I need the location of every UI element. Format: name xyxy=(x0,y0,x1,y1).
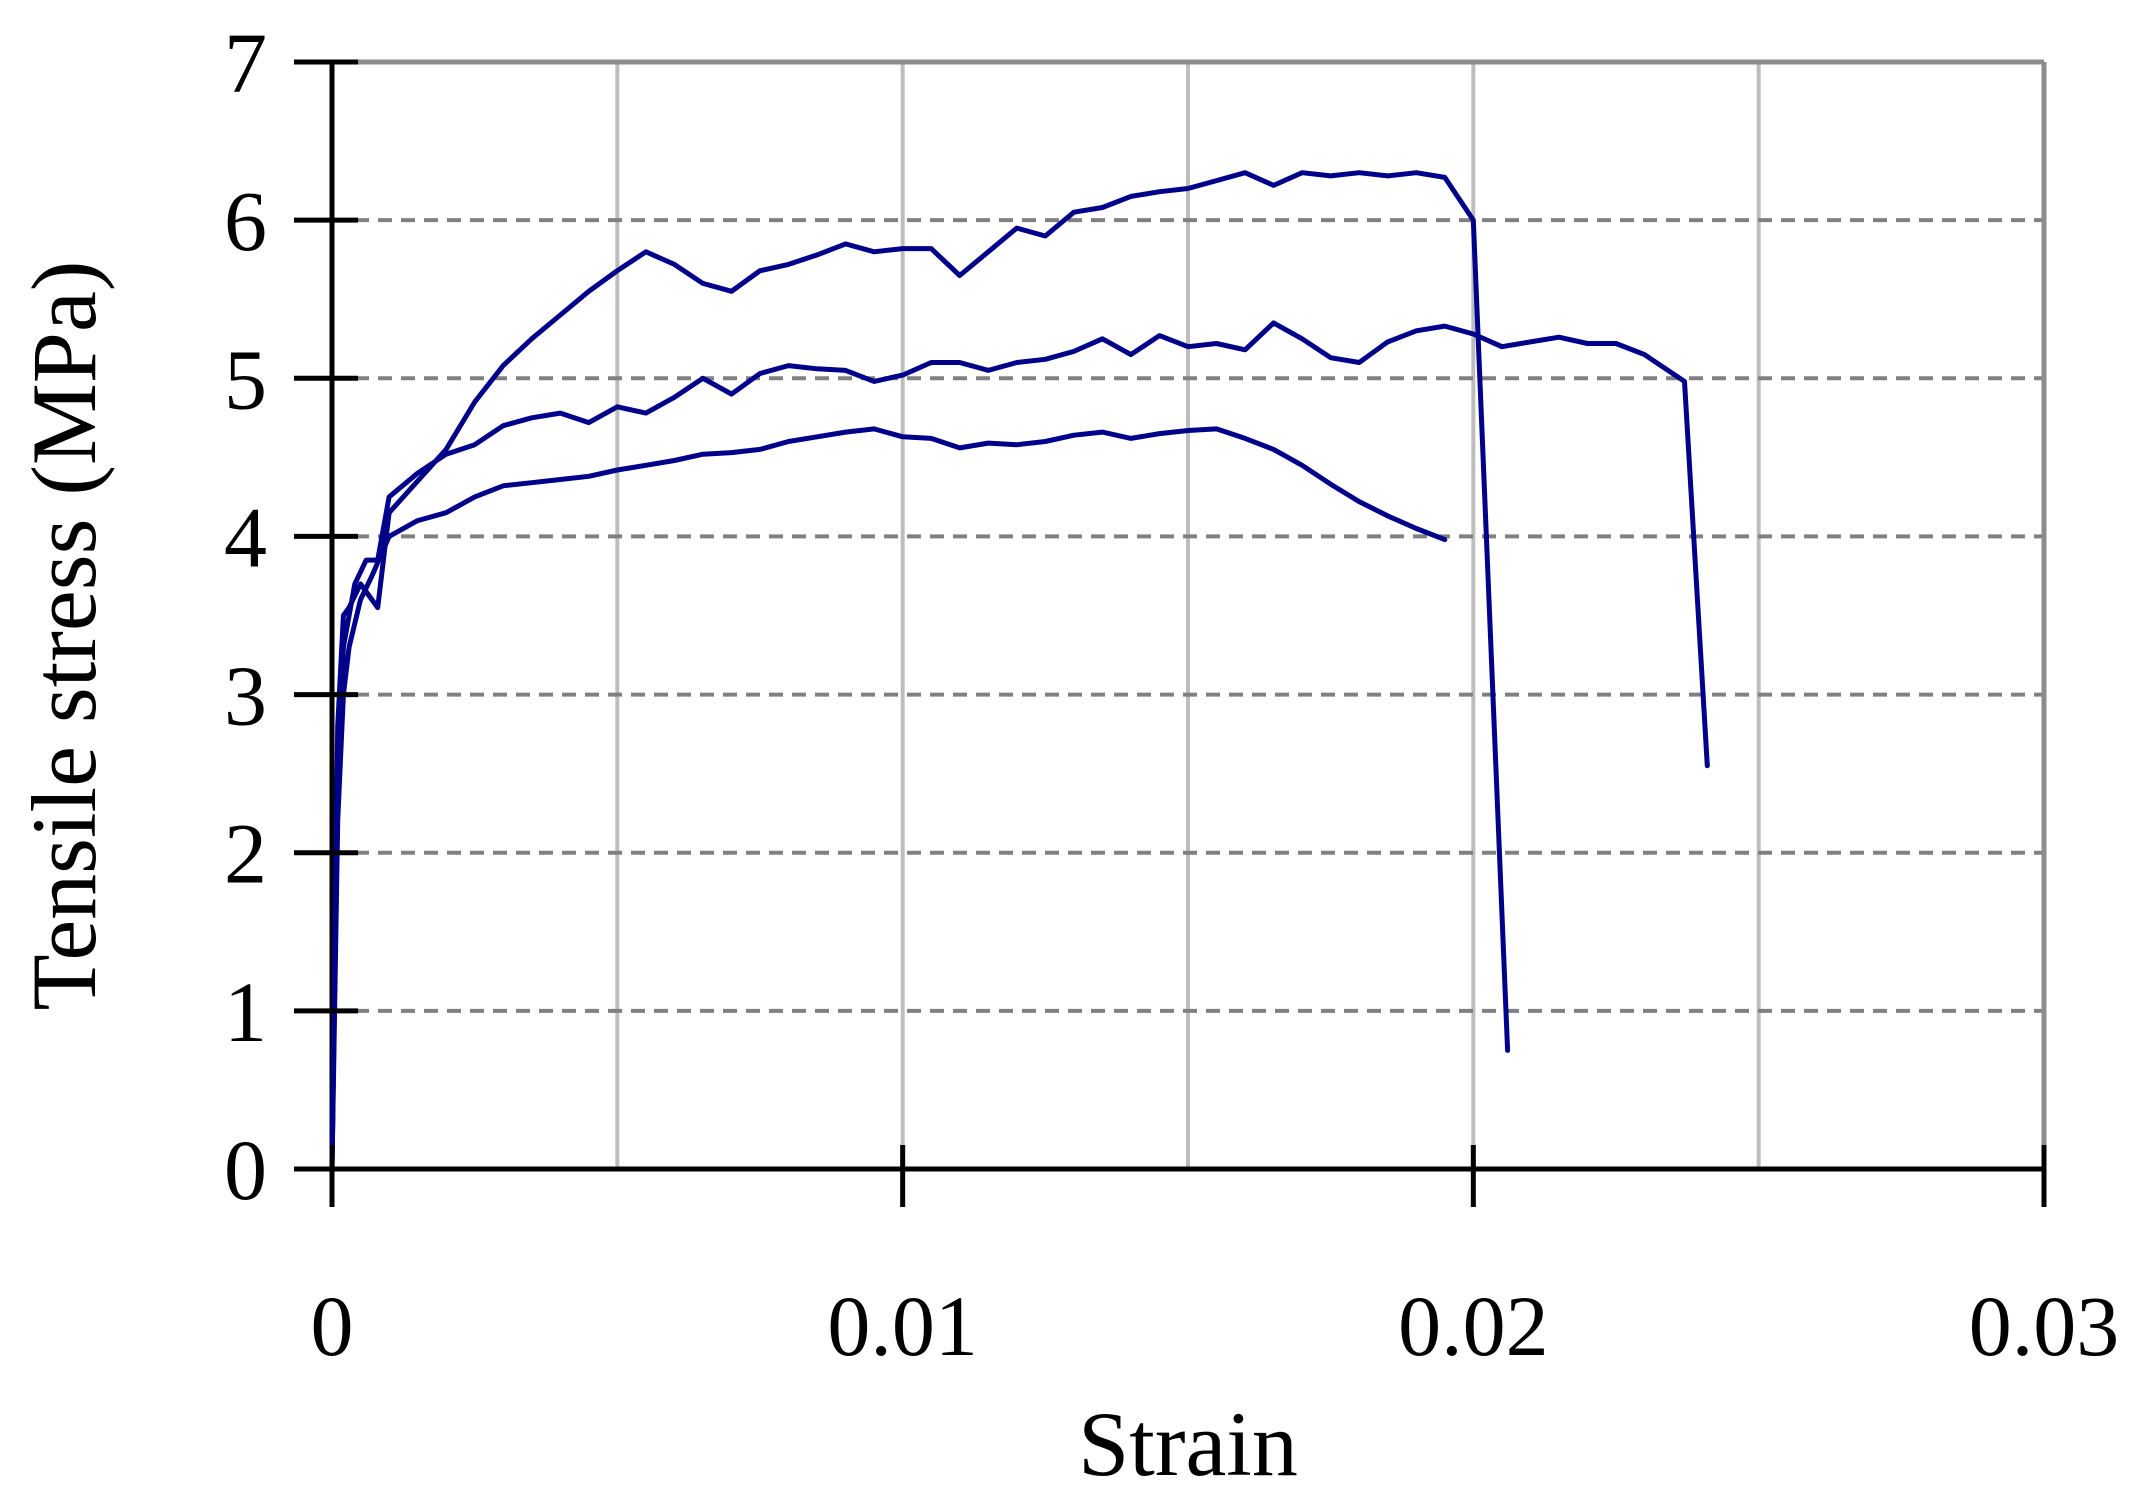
axis-ticks xyxy=(294,59,2047,1207)
y-tick-label: 3 xyxy=(224,648,267,744)
x-tick-label: 0.02 xyxy=(1398,1278,1549,1374)
x-axis-title: Strain xyxy=(1078,1393,1298,1486)
y-tick-label: 1 xyxy=(224,964,267,1060)
y-tick-label: 6 xyxy=(224,173,267,269)
x-tick-label: 0.03 xyxy=(1969,1278,2120,1374)
y-tick-label: 5 xyxy=(224,331,267,427)
series-line-1 xyxy=(329,426,1448,1172)
y-tick-label: 7 xyxy=(224,15,267,111)
grid-lines xyxy=(332,62,2044,1169)
y-tick-label: 0 xyxy=(224,1122,267,1218)
series-layer xyxy=(329,170,1710,1172)
y-tick-label: 2 xyxy=(224,806,267,902)
x-tick-label: 0.01 xyxy=(827,1278,978,1374)
x-tick-label: 0 xyxy=(311,1278,354,1374)
y-tick-label: 4 xyxy=(224,489,267,585)
series-line-3 xyxy=(329,170,1511,1172)
y-axis-title: Tensile stress (MPa) xyxy=(13,261,115,1011)
series-line-2 xyxy=(329,320,1710,1172)
tick-labels: 0 1 2 3 4 5 6 7 0 0.01 0.02 0.03 xyxy=(224,15,2119,1374)
